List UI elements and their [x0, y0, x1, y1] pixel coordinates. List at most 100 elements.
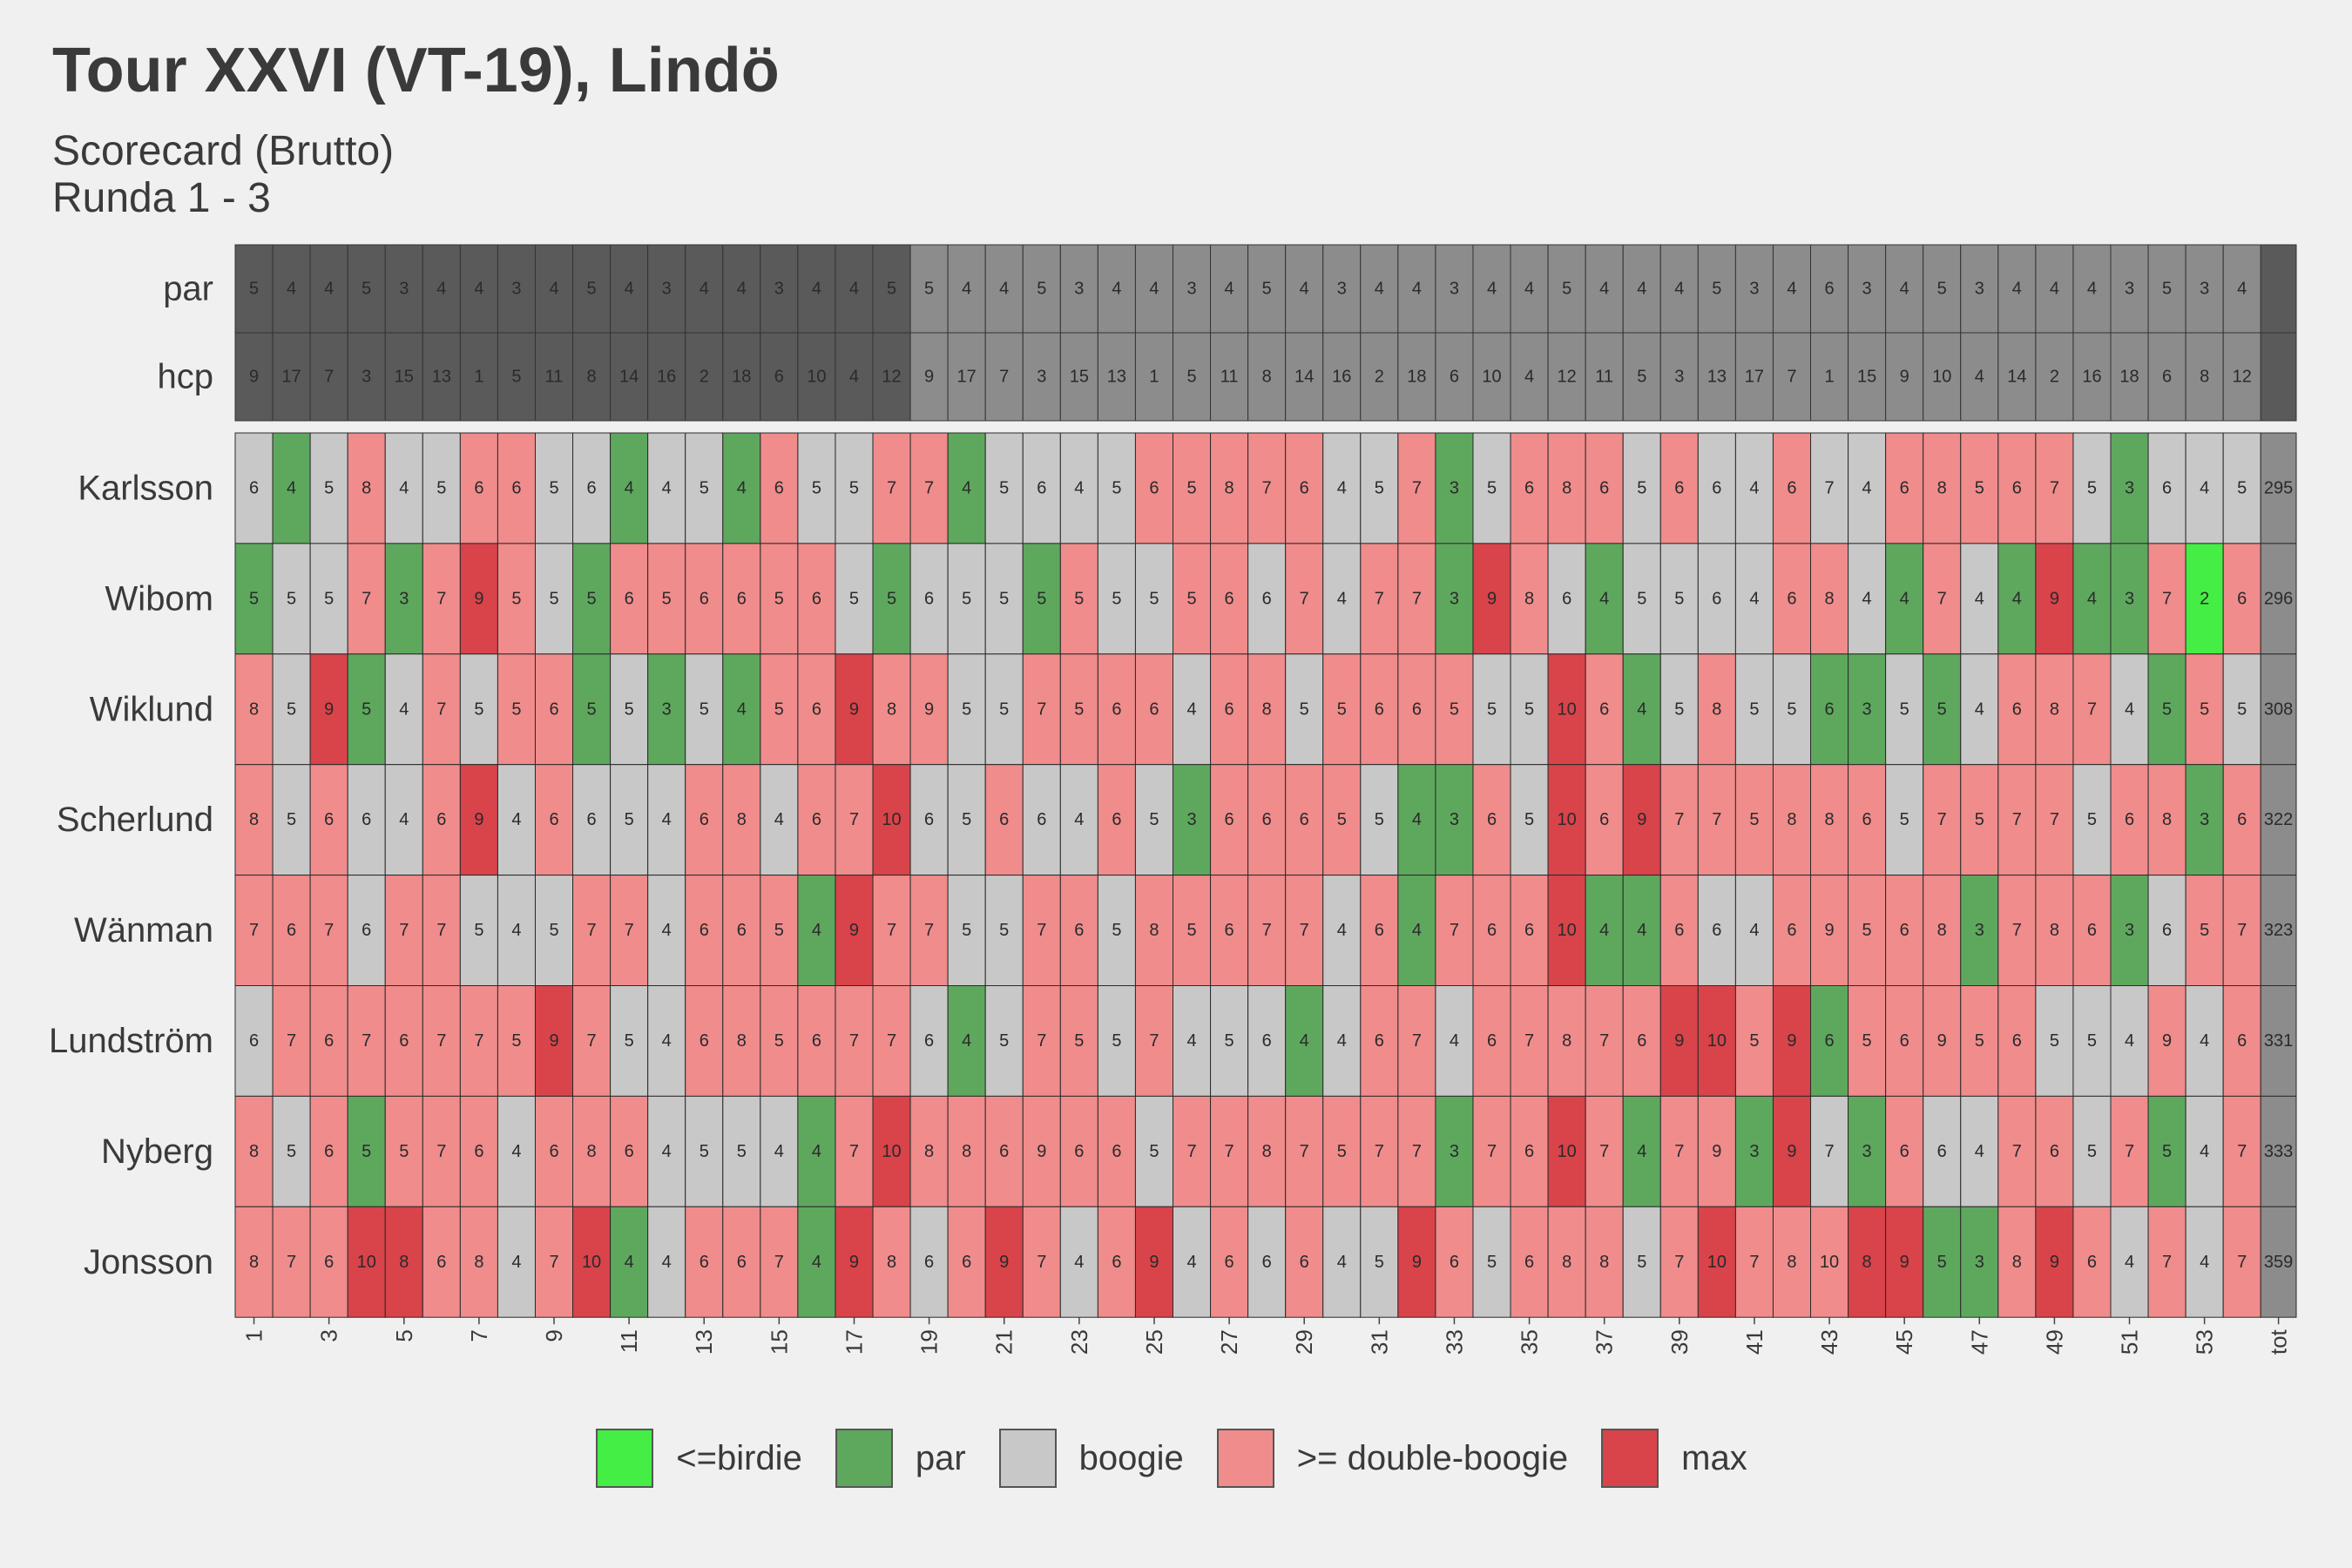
hcp-value: 17 [281, 368, 301, 387]
score-value: 6 [1112, 700, 1121, 719]
score-cell [1472, 1095, 1511, 1207]
score-value: 6 [2087, 921, 2097, 940]
score-cell [272, 1206, 311, 1318]
score-value: 5 [2087, 1142, 2097, 1161]
score-value: 5 [999, 1031, 1009, 1051]
score-value: 3 [2125, 478, 2134, 497]
score-value: 5 [1112, 1031, 1121, 1051]
x-tick-label: 27 [1216, 1329, 1242, 1355]
score-value: 6 [1900, 921, 1909, 940]
score-value: 6 [1900, 1142, 1909, 1161]
score-value: 10 [1707, 1031, 1727, 1051]
hcp-cell [1510, 332, 1549, 422]
legend-label: <=birdie [676, 1438, 802, 1477]
score-value: 7 [1225, 1142, 1234, 1161]
score-value: 6 [1674, 921, 1684, 940]
score-value: 6 [324, 1253, 334, 1272]
score-value: 6 [1149, 478, 1159, 497]
par-cell [722, 244, 761, 334]
x-tick-label: 11 [616, 1329, 642, 1353]
score-cell [1734, 985, 1774, 1097]
hcp-cell [1210, 332, 1249, 422]
score-value: 6 [700, 1253, 709, 1272]
score-cell [1134, 985, 1173, 1097]
par-value: 4 [474, 280, 483, 299]
score-value: 4 [2125, 1031, 2134, 1051]
score-cell [2185, 543, 2224, 655]
hcp-cell [459, 332, 498, 422]
score-value: 5 [1186, 921, 1196, 940]
score-value: 8 [399, 1253, 409, 1272]
score-cell [1848, 875, 1887, 986]
score-cell [1097, 985, 1136, 1097]
par-value: 3 [399, 280, 409, 299]
score-cell [1472, 653, 1511, 766]
score-value: 7 [1412, 1142, 1422, 1161]
x-tick-label: 41 [1741, 1329, 1767, 1355]
score-cell [760, 543, 799, 655]
score-cell [1848, 985, 1887, 1097]
score-cell [1772, 764, 1812, 876]
score-cell [835, 764, 874, 876]
score-value: 6 [1262, 810, 1272, 829]
hcp-value: 5 [511, 368, 521, 387]
score-value: 7 [1300, 921, 1309, 940]
score-cell [1247, 653, 1287, 766]
score-cell [647, 1206, 686, 1318]
hcp-value: 18 [732, 368, 751, 387]
hcp-cell [2147, 332, 2186, 422]
score-value: 7 [1674, 1253, 1684, 1272]
hcp-cell [1059, 332, 1098, 422]
par-value: 4 [1112, 280, 1121, 299]
score-cell [497, 985, 536, 1097]
score-cell [1585, 875, 1624, 986]
score-value: 4 [1337, 589, 1347, 608]
score-cell [947, 985, 986, 1097]
score-value: 5 [474, 700, 483, 719]
score-cell [1210, 875, 1249, 986]
x-tick-label: 43 [1816, 1329, 1842, 1355]
hcp-cell [872, 332, 911, 422]
score-value: 7 [362, 589, 371, 608]
score-cell [1772, 1206, 1812, 1318]
score-value: 7 [1674, 1142, 1684, 1161]
x-tick-label: 33 [1441, 1329, 1467, 1355]
score-cell [685, 985, 724, 1097]
score-value: 10 [1558, 810, 1577, 829]
score-cell [1360, 875, 1399, 986]
score-value: 5 [549, 921, 558, 940]
hcp-cell [1772, 332, 1812, 422]
score-value: 7 [1262, 478, 1272, 497]
score-cell [1885, 1206, 1924, 1318]
score-value: 8 [1937, 921, 1947, 940]
hcp-value: 4 [849, 368, 859, 387]
score-cell [272, 985, 311, 1097]
score-cell [1059, 543, 1098, 655]
score-value: 3 [1975, 1253, 1984, 1272]
score-cell [2110, 985, 2149, 1097]
score-value: 6 [1787, 921, 1796, 940]
score-cell [2147, 432, 2186, 544]
par-value: 3 [774, 280, 784, 299]
score-value: 5 [511, 1031, 521, 1051]
score-cell [2147, 543, 2186, 655]
score-value: 4 [774, 810, 784, 829]
score-cell [760, 1095, 799, 1207]
score-cell [1510, 1206, 1549, 1318]
score-cell [272, 543, 311, 655]
x-tick-label: 53 [2192, 1329, 2218, 1355]
score-value: 9 [849, 1253, 859, 1272]
score-value: 4 [511, 921, 521, 940]
par-value: 3 [1074, 280, 1084, 299]
score-value: 6 [549, 810, 558, 829]
score-cell [572, 1206, 612, 1318]
score-cell [1210, 1095, 1249, 1207]
score-cell [1960, 1095, 1999, 1207]
score-cell [2222, 1206, 2261, 1318]
score-value: 6 [399, 1031, 409, 1051]
score-cell [685, 653, 724, 766]
score-cell [1510, 1095, 1549, 1207]
x-tick-label: 21 [991, 1329, 1017, 1355]
score-value: 6 [1225, 1253, 1234, 1272]
score-value: 4 [1337, 921, 1347, 940]
